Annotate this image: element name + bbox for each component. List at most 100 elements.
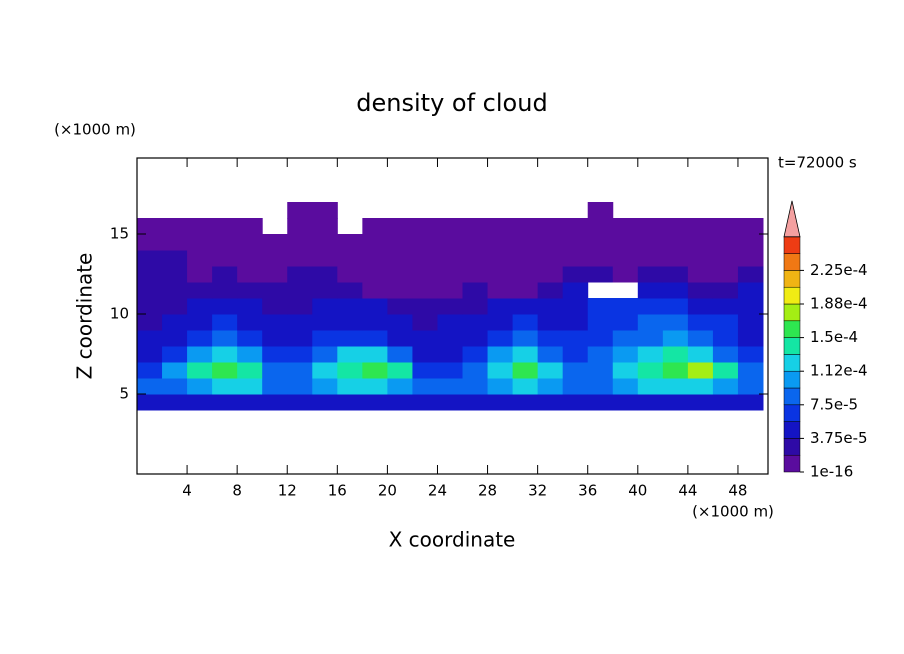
contour-cell (637, 250, 664, 267)
y-axis-label: Z coordinate (73, 253, 97, 380)
contour-cell (487, 362, 514, 379)
contour-cell (462, 394, 489, 411)
contour-cell (612, 250, 639, 267)
contour-cell (262, 234, 288, 251)
contour-cell (537, 330, 564, 347)
contour-cell (712, 266, 739, 283)
contour-cell (212, 282, 238, 299)
contour-cell (412, 250, 438, 267)
contour-cell (587, 218, 614, 235)
contour-cell (437, 218, 464, 235)
contour-cell (612, 314, 639, 331)
colorbar-band (783, 236, 801, 254)
contour-cell (262, 282, 288, 299)
contour-cell (662, 394, 689, 411)
contour-cell (562, 282, 589, 299)
contour-cell (587, 362, 614, 379)
contour-cell (387, 266, 413, 283)
contour-cell (412, 330, 438, 347)
contour-cell (162, 282, 188, 299)
contour-cell (637, 314, 664, 331)
contour-cell (187, 362, 213, 379)
contour-cell (512, 330, 539, 347)
contour-cell (137, 234, 163, 251)
contour-cell (587, 330, 614, 347)
contour-cell (687, 282, 714, 299)
contour-cell (662, 362, 689, 379)
contour-cell (437, 314, 464, 331)
contour-cell (237, 282, 263, 299)
annotation: t=72000 s (778, 154, 857, 172)
contour-cell (287, 378, 313, 395)
contour-cell (537, 298, 564, 315)
contour-cell (137, 346, 163, 363)
colorbar-band (783, 286, 801, 305)
contour-cell (537, 218, 564, 235)
colorbar-band (783, 354, 801, 372)
contour-cell (137, 378, 163, 395)
contour-cell (412, 346, 438, 363)
contour-cell (487, 314, 514, 331)
contour-cell (137, 314, 163, 331)
contour-cell (412, 378, 438, 395)
contour-cell (187, 266, 213, 283)
contour-cell (262, 330, 288, 347)
contour-cell (187, 298, 213, 315)
contour-cell (487, 394, 514, 411)
contour-cell (362, 330, 388, 347)
contour-cell (312, 298, 338, 315)
contour-cell (212, 378, 238, 395)
x-tick-label: 44 (678, 482, 697, 500)
contour-cell (512, 250, 539, 267)
contour-cell (137, 330, 163, 347)
contour-cell (587, 298, 614, 315)
contour-cell (737, 362, 764, 379)
contour-cell (237, 394, 263, 411)
contour-cell (587, 314, 614, 331)
contour-cell (637, 346, 664, 363)
contour-cell (412, 282, 438, 299)
y-tick-label: 10 (110, 305, 129, 323)
contour-cell (187, 346, 213, 363)
contour-cell (237, 218, 263, 235)
contour-cell (212, 346, 238, 363)
contour-cell (437, 378, 464, 395)
colorbar-band (783, 270, 801, 288)
contour-cell (537, 314, 564, 331)
contour-cell (262, 298, 288, 315)
contour-cell (287, 362, 313, 379)
x-tick-label: 40 (628, 482, 647, 500)
contour-cell (362, 394, 388, 411)
contour-cell (187, 234, 213, 251)
contour-cell (362, 314, 388, 331)
contour-cell (687, 298, 714, 315)
contour-cell (612, 266, 639, 283)
contour-cell (712, 362, 739, 379)
contour-cell (137, 250, 163, 267)
contour-cell (612, 218, 639, 235)
contour-cell (287, 394, 313, 411)
contour-cell (187, 394, 213, 411)
contour-cell (362, 378, 388, 395)
colorbar-band (783, 438, 801, 456)
contour-cell (687, 330, 714, 347)
x-axis-label: X coordinate (389, 528, 516, 552)
contour-cell (662, 378, 689, 395)
x-unit: (×1000 m) (692, 503, 774, 521)
contour-cell (712, 234, 739, 251)
colorbar-tick-label: 1e-16 (810, 463, 853, 481)
contour-cell (137, 266, 163, 283)
contour-cell (412, 362, 438, 379)
contour-cell (737, 266, 764, 283)
contour-cell (437, 346, 464, 363)
contour-cell (412, 394, 438, 411)
contour-cell (562, 394, 589, 411)
contour-cell (712, 314, 739, 331)
contour-cell (487, 234, 514, 251)
contour-cell (512, 218, 539, 235)
contour-cell (562, 218, 589, 235)
contour-cell (737, 394, 764, 411)
contour-cell (612, 330, 639, 347)
contour-cell (487, 298, 514, 315)
contour-cell (712, 250, 739, 267)
